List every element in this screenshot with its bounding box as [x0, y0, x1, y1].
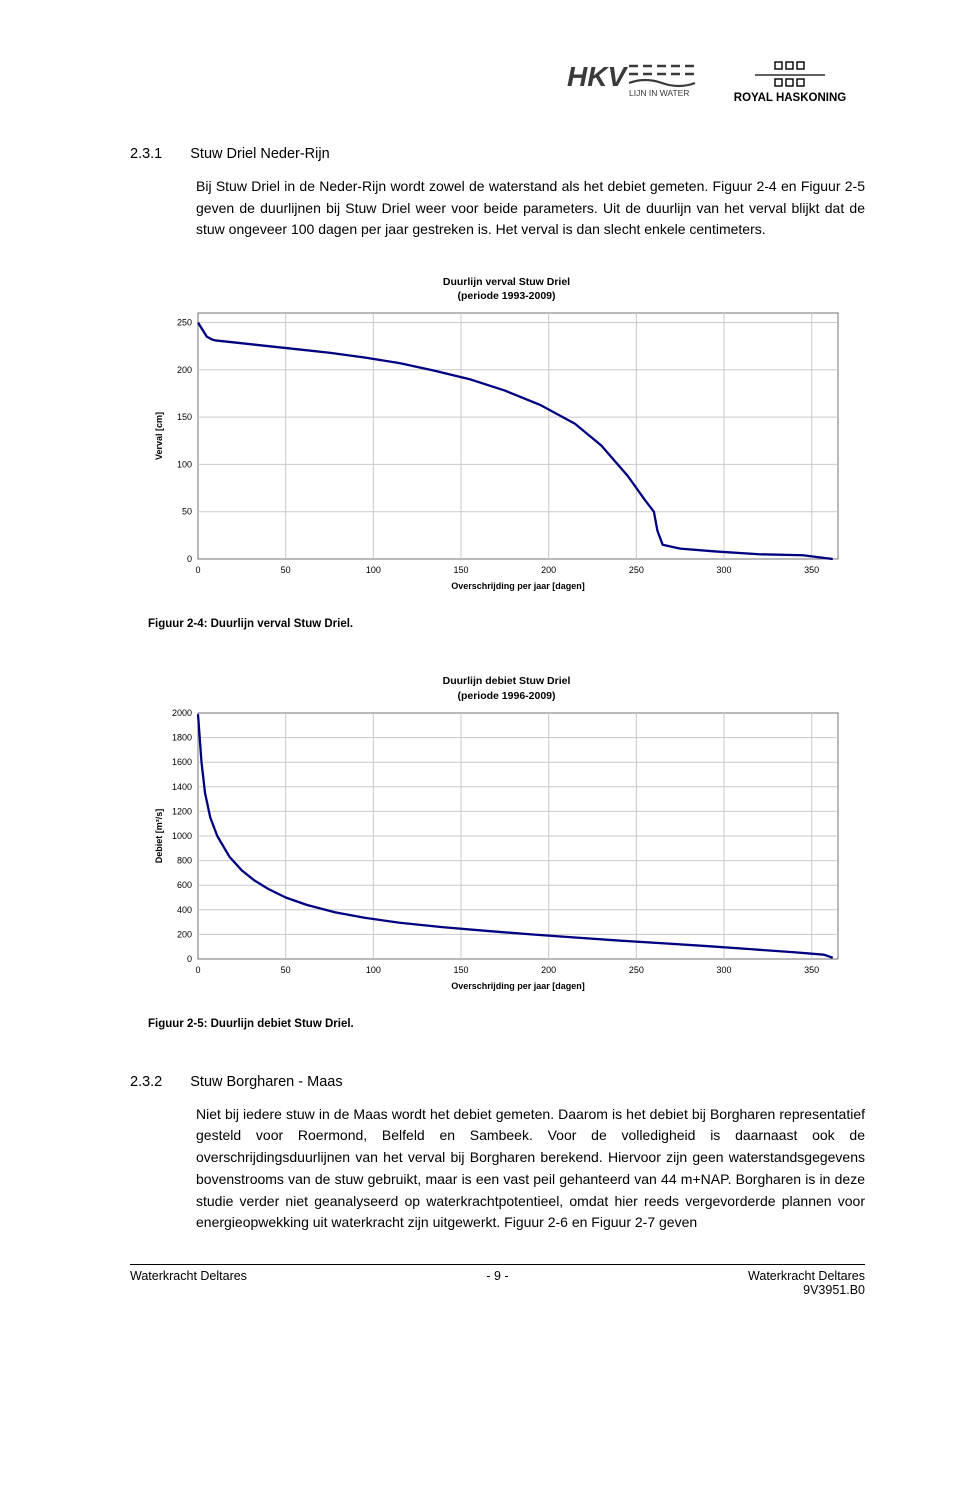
footer-right: Waterkracht Deltares 9V3951.B0	[748, 1269, 865, 1297]
svg-text:HKV: HKV	[567, 61, 628, 92]
svg-text:1200: 1200	[172, 806, 192, 816]
svg-text:250: 250	[629, 965, 644, 975]
svg-text:250: 250	[177, 318, 192, 328]
section-number: 2.3.2	[130, 1074, 162, 1090]
svg-text:50: 50	[281, 965, 291, 975]
svg-text:0: 0	[195, 565, 200, 575]
section-232-heading: 2.3.2 Stuw Borgharen - Maas	[130, 1074, 865, 1090]
svg-text:200: 200	[541, 965, 556, 975]
page-footer: Waterkracht Deltares - 9 - Waterkracht D…	[130, 1264, 865, 1297]
section-232-body: Niet bij iedere stuw in de Maas wordt he…	[196, 1104, 865, 1234]
svg-text:50: 50	[182, 507, 192, 517]
section-number: 2.3.1	[130, 146, 162, 162]
svg-text:1600: 1600	[172, 757, 192, 767]
svg-text:LIJN IN WATER: LIJN IN WATER	[629, 88, 689, 98]
figure-2-5-caption: Figuur 2-5: Duurlijn debiet Stuw Driel.	[148, 1018, 865, 1030]
svg-text:100: 100	[366, 565, 381, 575]
svg-text:1800: 1800	[172, 732, 192, 742]
hkv-logo: HKV LIJN IN WATER	[567, 60, 697, 106]
section-title: Stuw Borgharen - Maas	[190, 1074, 342, 1090]
svg-text:400: 400	[177, 905, 192, 915]
svg-text:1000: 1000	[172, 831, 192, 841]
chart-verval: Duurlijn verval Stuw Driel (periode 1993…	[148, 275, 865, 608]
svg-text:1400: 1400	[172, 782, 192, 792]
svg-text:200: 200	[177, 929, 192, 939]
svg-text:2000: 2000	[172, 708, 192, 718]
chart1-svg: 0 50 100 150 200 250 0 50 100 150 200 250 300 350 Over…	[148, 307, 848, 603]
chart2-svg: 0 200 400 600 800 1000 1200 1400 1600 1800 2000 0 50…	[148, 707, 848, 1003]
footer-left: Waterkracht Deltares	[130, 1269, 247, 1297]
svg-text:150: 150	[453, 965, 468, 975]
svg-text:0: 0	[187, 954, 192, 964]
svg-text:350: 350	[804, 565, 819, 575]
svg-text:800: 800	[177, 855, 192, 865]
svg-text:300: 300	[717, 565, 732, 575]
footer-center: - 9 -	[486, 1269, 508, 1297]
svg-text:150: 150	[177, 412, 192, 422]
figure-2-4-caption: Figuur 2-4: Duurlijn verval Stuw Driel.	[148, 618, 865, 630]
svg-text:ROYAL HASKONING: ROYAL HASKONING	[734, 92, 847, 104]
svg-text:200: 200	[541, 565, 556, 575]
svg-text:150: 150	[453, 565, 468, 575]
svg-text:600: 600	[177, 880, 192, 890]
svg-text:300: 300	[717, 965, 732, 975]
svg-text:Overschrijding per jaar [dagen: Overschrijding per jaar [dagen]	[451, 581, 585, 591]
svg-text:0: 0	[187, 554, 192, 564]
chart2-title-line1: Duurlijn debiet Stuw Driel	[443, 675, 571, 687]
header-logos: HKV LIJN IN WATER ROYAL HASKONING	[130, 60, 865, 106]
chart1-title-line1: Duurlijn verval Stuw Driel	[443, 276, 570, 288]
svg-text:Overschrijding per jaar [dagen: Overschrijding per jaar [dagen]	[451, 981, 585, 991]
section-231-body: Bij Stuw Driel in de Neder-Rijn wordt zo…	[196, 176, 865, 241]
svg-text:250: 250	[629, 565, 644, 575]
section-title: Stuw Driel Neder-Rijn	[190, 146, 329, 162]
svg-text:100: 100	[177, 460, 192, 470]
svg-text:350: 350	[804, 965, 819, 975]
svg-text:0: 0	[195, 965, 200, 975]
section-231-heading: 2.3.1 Stuw Driel Neder-Rijn	[130, 146, 865, 162]
chart1-title-line2: (periode 1993-2009)	[457, 290, 555, 302]
svg-text:50: 50	[281, 565, 291, 575]
chart-debiet: Duurlijn debiet Stuw Driel (periode 1996…	[148, 674, 865, 1007]
chart2-title-line2: (periode 1996-2009)	[457, 690, 555, 702]
svg-text:Debiet [m³/s]: Debiet [m³/s]	[154, 808, 164, 863]
svg-text:100: 100	[366, 965, 381, 975]
royal-haskoning-logo: ROYAL HASKONING	[715, 60, 865, 106]
svg-text:Verval [cm]: Verval [cm]	[154, 412, 164, 460]
svg-text:200: 200	[177, 365, 192, 375]
